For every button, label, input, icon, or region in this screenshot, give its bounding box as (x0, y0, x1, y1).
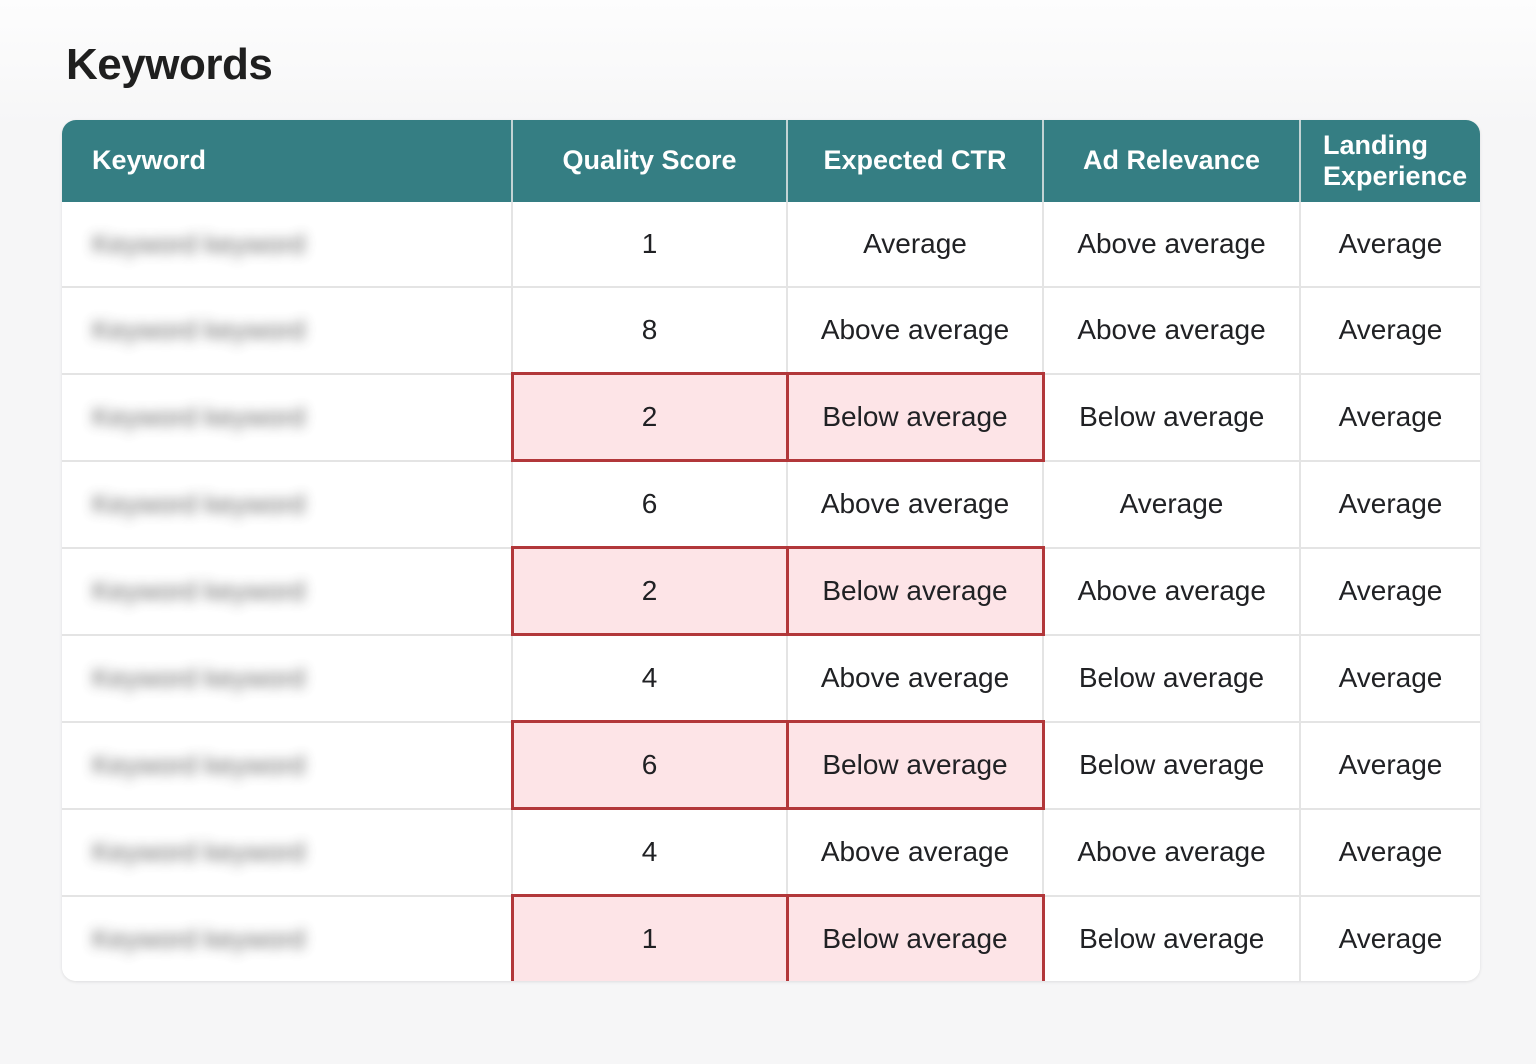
ad-relevance-cell: Above average (1042, 286, 1301, 375)
landing-experience-cell: Average (1299, 807, 1480, 897)
keyword-redacted-text: Keyword keyword (92, 229, 306, 259)
expected-ctr-cell: Below average (785, 894, 1045, 981)
landing-experience-cell: Average (1299, 894, 1480, 981)
quality-score-cell: 4 (511, 633, 788, 723)
table-row: Keyword keyword 8 Above average Above av… (62, 286, 1480, 375)
quality-score-cell: 4 (511, 807, 788, 897)
keyword-cell: Keyword keyword (62, 202, 513, 288)
keyword-cell: Keyword keyword (62, 546, 513, 636)
column-header-quality-score: Quality Score (511, 120, 787, 202)
keyword-cell: Keyword keyword (62, 894, 513, 981)
table-header-row: Keyword Quality Score Expected CTR Ad Re… (62, 120, 1480, 202)
ad-relevance-cell: Below average (1042, 720, 1301, 810)
keyword-cell: Keyword keyword (62, 633, 513, 723)
column-header-ad-relevance: Ad Relevance (1042, 120, 1300, 202)
quality-score-cell: 1 (511, 202, 788, 288)
table-row: Keyword keyword 2 Below average Above av… (62, 546, 1480, 636)
keyword-redacted-text: Keyword keyword (92, 576, 306, 606)
keyword-cell: Keyword keyword (62, 807, 513, 897)
ad-relevance-cell: Above average (1042, 546, 1301, 636)
keyword-cell: Keyword keyword (62, 372, 513, 462)
quality-score-cell: 2 (510, 546, 789, 636)
quality-score-cell: 8 (511, 286, 788, 375)
keyword-redacted-text: Keyword keyword (92, 837, 306, 867)
keyword-redacted-text: Keyword keyword (92, 750, 306, 780)
ad-relevance-cell: Average (1042, 459, 1301, 549)
table-row: Keyword keyword 4 Above average Above av… (62, 807, 1480, 897)
keyword-cell: Keyword keyword (62, 720, 513, 810)
table-row: Keyword keyword 2 Below average Below av… (62, 372, 1480, 462)
table-row: Keyword keyword 4 Above average Below av… (62, 633, 1480, 723)
keyword-redacted-text: Keyword keyword (92, 402, 306, 432)
column-header-expected-ctr: Expected CTR (786, 120, 1043, 202)
table-row: Keyword keyword 6 Below average Below av… (62, 720, 1480, 810)
keyword-redacted-text: Keyword keyword (92, 315, 306, 346)
keyword-redacted-text: Keyword keyword (92, 489, 306, 519)
landing-experience-cell: Average (1299, 459, 1480, 549)
ad-relevance-cell: Below average (1042, 372, 1301, 462)
landing-experience-cell: Average (1299, 720, 1480, 810)
expected-ctr-cell: Above average (786, 286, 1044, 375)
column-header-landing-experience: Landing Experience (1299, 120, 1480, 202)
landing-experience-cell: Average (1299, 546, 1480, 636)
keywords-table-body: Keyword keyword 1 Average Above average … (62, 202, 1480, 981)
quality-score-cell: 2 (510, 372, 789, 462)
landing-experience-cell: Average (1299, 372, 1480, 462)
expected-ctr-cell: Above average (786, 459, 1044, 549)
keyword-cell: Keyword keyword (62, 286, 513, 375)
table-row: Keyword keyword 6 Above average Average … (62, 459, 1480, 549)
expected-ctr-cell: Above average (786, 633, 1044, 723)
keywords-table: Keyword Quality Score Expected CTR Ad Re… (62, 120, 1480, 981)
expected-ctr-cell: Below average (785, 372, 1045, 462)
keyword-redacted-text: Keyword keyword (92, 923, 306, 954)
keywords-table-container: Keyword Quality Score Expected CTR Ad Re… (62, 120, 1480, 981)
expected-ctr-cell: Above average (786, 807, 1044, 897)
table-row: Keyword keyword 1 Average Above average … (62, 202, 1480, 288)
column-header-keyword: Keyword (62, 120, 512, 202)
expected-ctr-cell: Average (786, 202, 1044, 288)
ad-relevance-cell: Above average (1042, 807, 1301, 897)
expected-ctr-cell: Below average (785, 720, 1045, 810)
landing-experience-cell: Average (1299, 286, 1480, 375)
table-row: Keyword keyword 1 Below average Below av… (62, 894, 1480, 981)
keyword-cell: Keyword keyword (62, 459, 513, 549)
landing-experience-cell: Average (1299, 633, 1480, 723)
keyword-redacted-text: Keyword keyword (92, 663, 306, 693)
quality-score-cell: 6 (510, 720, 789, 810)
landing-experience-cell: Average (1299, 202, 1480, 288)
ad-relevance-cell: Below average (1042, 633, 1301, 723)
quality-score-cell: 6 (511, 459, 788, 549)
expected-ctr-cell: Below average (785, 546, 1045, 636)
ad-relevance-cell: Above average (1042, 202, 1301, 288)
quality-score-cell: 1 (510, 894, 789, 981)
ad-relevance-cell: Below average (1042, 894, 1301, 981)
page-title: Keywords (66, 40, 273, 89)
